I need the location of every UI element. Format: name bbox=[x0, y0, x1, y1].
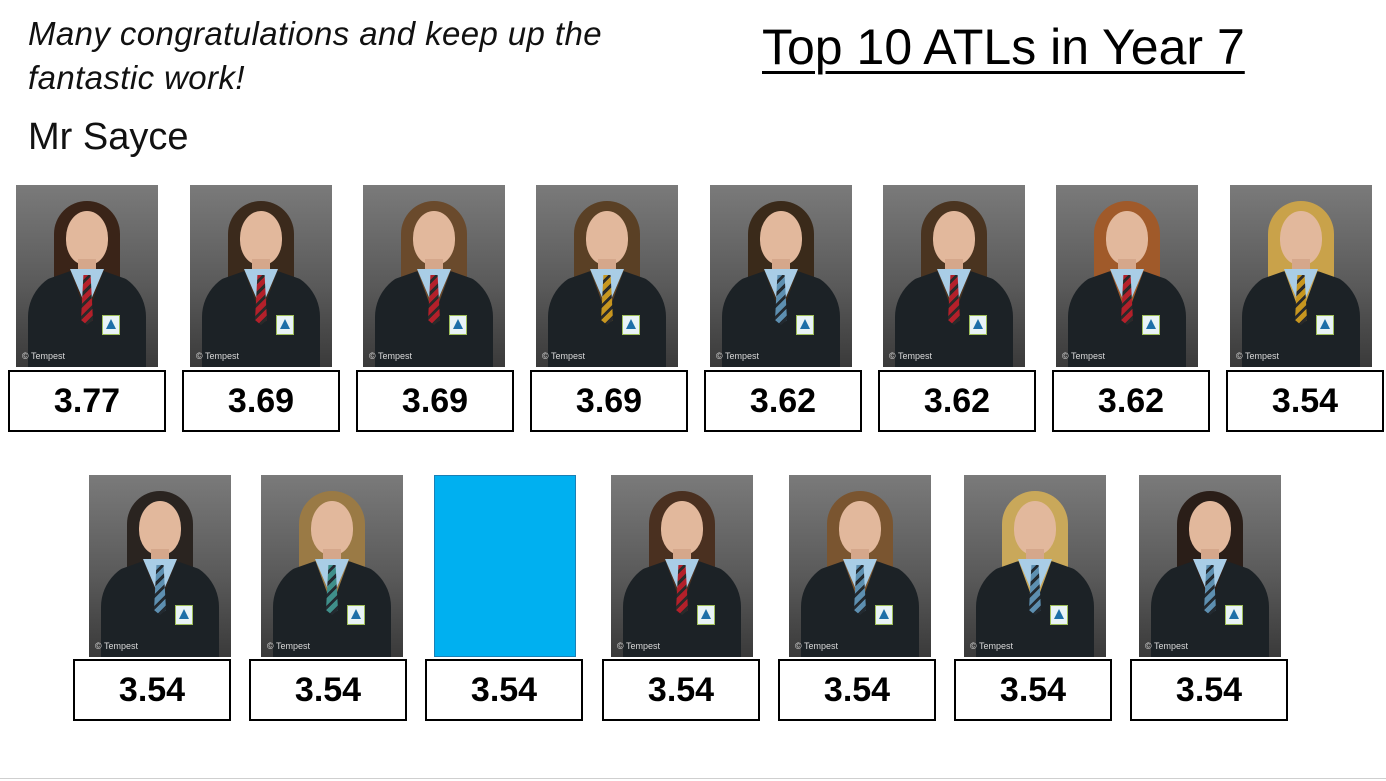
student-photo: © Tempest bbox=[883, 185, 1025, 367]
tie bbox=[948, 275, 960, 325]
school-badge-icon bbox=[969, 315, 987, 335]
student-photo: © Tempest bbox=[261, 475, 403, 657]
student-photo: © Tempest bbox=[611, 475, 753, 657]
student-photo: © Tempest bbox=[789, 475, 931, 657]
face bbox=[1106, 211, 1148, 265]
tie bbox=[775, 275, 787, 325]
school-badge-icon bbox=[875, 605, 893, 625]
photo-watermark: © Tempest bbox=[267, 641, 310, 651]
atl-score-box: 3.69 bbox=[182, 370, 340, 432]
face bbox=[586, 211, 628, 265]
tie bbox=[154, 565, 166, 615]
face bbox=[1280, 211, 1322, 265]
face bbox=[139, 501, 181, 555]
tie bbox=[81, 275, 93, 325]
school-badge-icon bbox=[449, 315, 467, 335]
photo-watermark: © Tempest bbox=[716, 351, 759, 361]
atl-score-box: 3.62 bbox=[1052, 370, 1210, 432]
tie bbox=[326, 565, 338, 615]
atl-score-box: 3.54 bbox=[1130, 659, 1288, 721]
photo-watermark: © Tempest bbox=[617, 641, 660, 651]
photo-watermark: © Tempest bbox=[1062, 351, 1105, 361]
school-badge-icon bbox=[622, 315, 640, 335]
face bbox=[1014, 501, 1056, 555]
atl-score-box: 3.77 bbox=[8, 370, 166, 432]
student-photo: © Tempest bbox=[16, 185, 158, 367]
school-badge-icon bbox=[347, 605, 365, 625]
signature: Mr Sayce bbox=[28, 116, 189, 158]
atl-score-box: 3.54 bbox=[73, 659, 231, 721]
school-badge-icon bbox=[697, 605, 715, 625]
atl-score-box: 3.54 bbox=[249, 659, 407, 721]
atl-score-box: 3.69 bbox=[530, 370, 688, 432]
photo-watermark: © Tempest bbox=[795, 641, 838, 651]
atl-score-box: 3.54 bbox=[778, 659, 936, 721]
school-badge-icon bbox=[175, 605, 193, 625]
student-photo: © Tempest bbox=[710, 185, 852, 367]
tie bbox=[255, 275, 267, 325]
student-photo: © Tempest bbox=[190, 185, 332, 367]
tie bbox=[601, 275, 613, 325]
tie bbox=[854, 565, 866, 615]
tie bbox=[1121, 275, 1133, 325]
student-photo: © Tempest bbox=[536, 185, 678, 367]
school-badge-icon bbox=[102, 315, 120, 335]
photo-watermark: © Tempest bbox=[889, 351, 932, 361]
tie bbox=[1204, 565, 1216, 615]
student-photo: © Tempest bbox=[1139, 475, 1281, 657]
tie bbox=[1295, 275, 1307, 325]
photo-watermark: © Tempest bbox=[196, 351, 239, 361]
student-photo: © Tempest bbox=[964, 475, 1106, 657]
face bbox=[413, 211, 455, 265]
school-badge-icon bbox=[1050, 605, 1068, 625]
divider bbox=[0, 778, 1386, 779]
atl-score-box: 3.69 bbox=[356, 370, 514, 432]
photo-watermark: © Tempest bbox=[1145, 641, 1188, 651]
school-badge-icon bbox=[1142, 315, 1160, 335]
school-badge-icon bbox=[796, 315, 814, 335]
photo-watermark: © Tempest bbox=[95, 641, 138, 651]
school-badge-icon bbox=[1316, 315, 1334, 335]
photo-watermark: © Tempest bbox=[22, 351, 65, 361]
blank-photo-placeholder bbox=[434, 475, 576, 657]
photo-watermark: © Tempest bbox=[369, 351, 412, 361]
photo-watermark: © Tempest bbox=[970, 641, 1013, 651]
atl-score-box: 3.54 bbox=[1226, 370, 1384, 432]
school-badge-icon bbox=[1225, 605, 1243, 625]
slide-title: Top 10 ATLs in Year 7 bbox=[762, 19, 1245, 75]
face bbox=[839, 501, 881, 555]
atl-score-box: 3.54 bbox=[425, 659, 583, 721]
face bbox=[240, 211, 282, 265]
atl-score-box: 3.54 bbox=[602, 659, 760, 721]
face bbox=[760, 211, 802, 265]
face bbox=[311, 501, 353, 555]
atl-score-box: 3.62 bbox=[704, 370, 862, 432]
student-photo: © Tempest bbox=[363, 185, 505, 367]
student-photo: © Tempest bbox=[89, 475, 231, 657]
tie bbox=[428, 275, 440, 325]
atl-score-box: 3.62 bbox=[878, 370, 1036, 432]
face bbox=[661, 501, 703, 555]
atl-score-box: 3.54 bbox=[954, 659, 1112, 721]
photo-watermark: © Tempest bbox=[1236, 351, 1279, 361]
student-photo: © Tempest bbox=[1056, 185, 1198, 367]
face bbox=[933, 211, 975, 265]
photo-watermark: © Tempest bbox=[542, 351, 585, 361]
school-badge-icon bbox=[276, 315, 294, 335]
tie bbox=[1029, 565, 1041, 615]
face bbox=[66, 211, 108, 265]
student-photo: © Tempest bbox=[1230, 185, 1372, 367]
face bbox=[1189, 501, 1231, 555]
congratulations-message: Many congratulations and keep up the fan… bbox=[28, 15, 602, 96]
tie bbox=[676, 565, 688, 615]
